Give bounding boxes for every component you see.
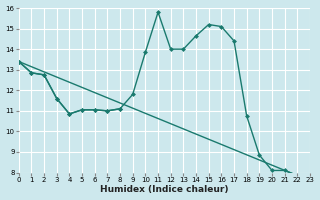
X-axis label: Humidex (Indice chaleur): Humidex (Indice chaleur): [100, 185, 228, 194]
